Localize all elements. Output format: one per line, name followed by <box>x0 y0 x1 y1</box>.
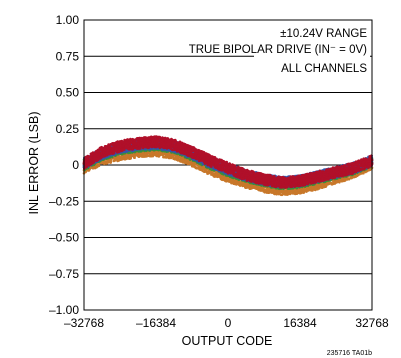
data-point <box>362 171 365 175</box>
data-point <box>133 156 136 159</box>
data-series <box>82 135 374 197</box>
data-point <box>97 164 101 167</box>
grid <box>84 55 372 275</box>
